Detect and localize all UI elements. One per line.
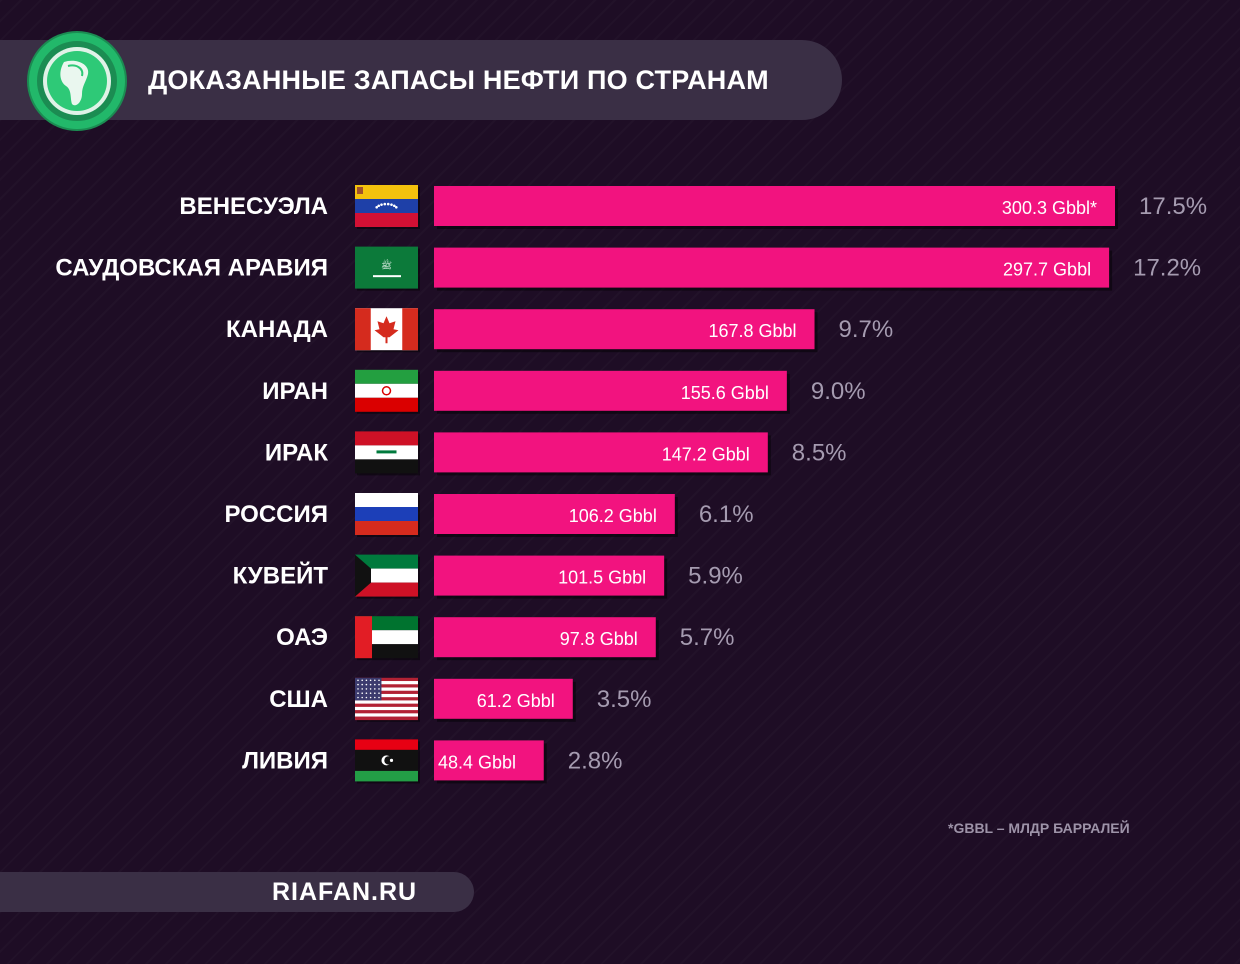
category-label: ИРАН (262, 378, 328, 405)
percent-label: 5.9% (688, 563, 743, 590)
bar (434, 555, 665, 596)
value-label: 97.8 Gbbl (560, 629, 638, 649)
percent-label: 8.5% (792, 439, 847, 466)
usa-flag-icon (355, 677, 420, 722)
value-label: 300.3 Gbbl* (1002, 198, 1097, 218)
value-label: 155.6 Gbbl (681, 383, 769, 403)
bar (434, 247, 1110, 288)
bar (434, 740, 544, 781)
kuwait-flag-icon (355, 554, 420, 599)
saudi-arabia-flag-icon: ﷺ (355, 246, 420, 291)
value-label: 147.2 Gbbl (662, 444, 750, 464)
bar (434, 678, 573, 719)
bar (434, 309, 815, 350)
category-label: КАНАДА (226, 316, 328, 343)
globe-icon (27, 31, 127, 131)
value-label: 297.7 Gbbl (1003, 260, 1091, 280)
value-label: 106.2 Gbbl (569, 506, 657, 526)
percent-label: 9.0% (811, 378, 866, 405)
page-title: ДОКАЗАННЫЕ ЗАПАСЫ НЕФТИ ПО СТРАНАМ (148, 65, 769, 95)
bar (434, 370, 787, 411)
percent-label: 2.8% (568, 747, 623, 774)
uae-flag-icon (355, 616, 420, 661)
bar (434, 432, 768, 473)
footer-band (0, 872, 474, 912)
value-label: 167.8 Gbbl (708, 321, 796, 341)
category-label: ВЕНЕСУЭЛА (179, 193, 328, 220)
value-label: 101.5 Gbbl (558, 568, 646, 588)
category-label: КУВЕЙТ (233, 562, 329, 590)
percent-label: 9.7% (839, 316, 894, 343)
category-label: ОАЭ (276, 624, 328, 651)
percent-label: 17.5% (1139, 193, 1207, 220)
percent-label: 3.5% (597, 686, 652, 713)
percent-label: 5.7% (680, 624, 735, 651)
value-label: 48.4 Gbbl (438, 752, 516, 772)
value-label: 61.2 Gbbl (477, 691, 555, 711)
bar (434, 186, 1115, 226)
category-label: ЛИВИЯ (242, 747, 328, 774)
iraq-flag-icon (355, 431, 420, 476)
svg-text:ﷺ: ﷺ (381, 259, 392, 272)
title-band (0, 40, 842, 120)
iran-flag-icon (355, 369, 420, 414)
category-label: ИРАК (265, 439, 328, 466)
russia-flag-icon (355, 493, 420, 537)
category-label: РОССИЯ (224, 501, 328, 528)
category-label: США (269, 686, 328, 713)
footnote: *GBBL – МЛДР БАРРАЛЕЙ (948, 820, 1130, 836)
percent-label: 6.1% (699, 501, 754, 528)
percent-label: 17.2% (1133, 255, 1201, 282)
canada-flag-icon (355, 308, 420, 353)
libya-flag-icon (355, 739, 420, 784)
footer-link[interactable]: RIAFAN.RU (272, 878, 418, 906)
bar (434, 617, 656, 658)
bar (434, 494, 675, 534)
venezuela-flag-icon (355, 185, 420, 229)
category-label: САУДОВСКАЯ АРАВИЯ (55, 255, 328, 282)
